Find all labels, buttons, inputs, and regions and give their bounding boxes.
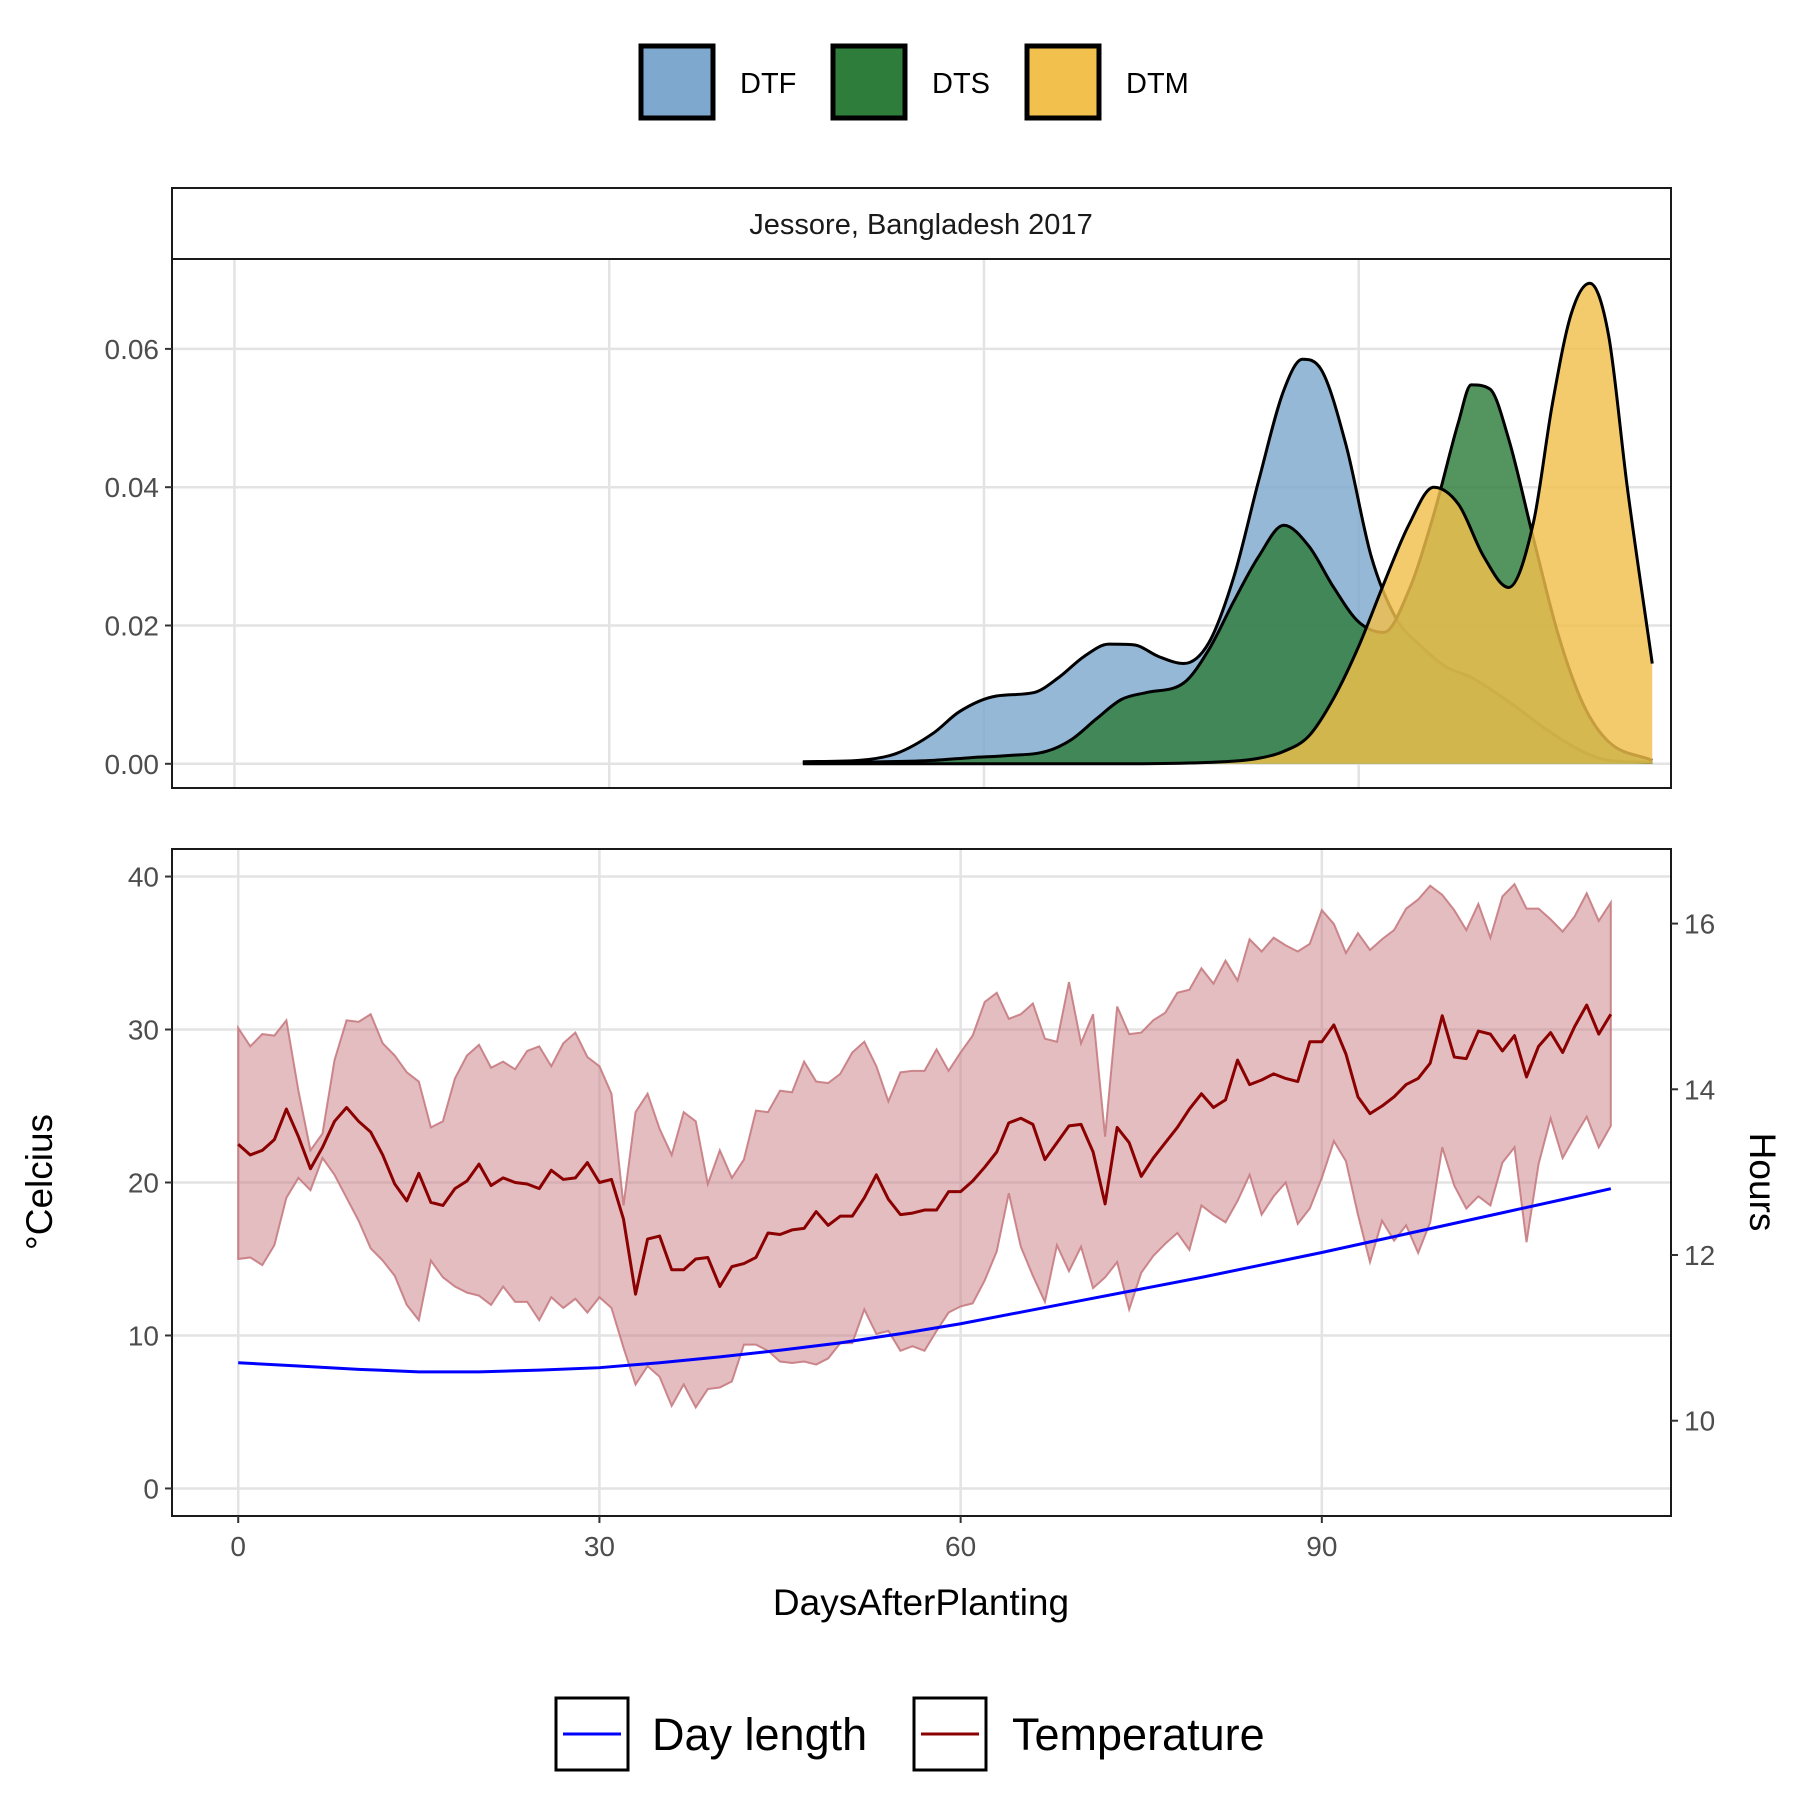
weather-x-ticks: 0 30 60 90 [230,1516,1337,1562]
weather-y2-tick-label: 14 [1684,1074,1715,1105]
legend-top: DTF DTS DTM [638,43,1189,121]
density-area-dtm [802,283,1653,764]
legend-label-dtf: DTF [740,68,796,100]
density-areas [802,281,1654,766]
weather-x-tick-label: 90 [1306,1531,1337,1562]
legend-label-dtm: DTM [1126,68,1189,100]
y2-axis-title: Hours [1742,1133,1783,1232]
facet-strip-label: Jessore, Bangladesh 2017 [749,209,1092,241]
weather-y2-ticks: 10 12 14 16 [1671,909,1715,1437]
density-outline-dtm [802,281,1654,766]
density-panel-border [171,258,1672,789]
weather-y-tick-label: 20 [128,1168,159,1199]
legend-bottom: Day length Temperature [554,1696,1265,1772]
density-y-ticks: 0.00 0.02 0.04 0.06 [105,334,172,780]
legend-label: Temperature [1012,1709,1265,1760]
weather-x-tick-label: 0 [230,1531,246,1562]
weather-y2-tick-label: 10 [1684,1406,1715,1437]
weather-y-tick-label: 30 [128,1015,159,1046]
weather-panel: 0 10 20 30 40 10 12 14 16 0 30 60 90 DaysAfterPlan… [19,848,1783,1623]
legend-key-dtm [1024,43,1102,121]
weather-x-tick-label: 60 [945,1531,976,1562]
density-y-tick-label: 0.06 [105,334,160,365]
weather-y-ticks: 0 10 20 30 40 [128,862,172,1504]
legend-key-dts [830,43,908,121]
weather-x-tick-label: 30 [584,1531,615,1562]
density-panel: Jessore, Bangladesh 2017 0.000.020.040.0… [105,187,1672,789]
legend-key-dtf [638,43,716,121]
weather-y2-tick-label: 12 [1684,1240,1715,1271]
density-y-tick-label: 0.04 [105,472,160,503]
x-axis-title: DaysAfterPlanting [773,1582,1069,1623]
weather-y-tick-label: 10 [128,1320,159,1351]
weather-y-tick-label: 40 [128,862,159,893]
legend-label-dts: DTS [932,68,990,100]
legend-label: Day length [652,1709,867,1760]
facet-strip [171,187,1672,260]
weather-y2-tick-label: 16 [1684,909,1715,940]
temperature-range-ribbon [237,882,1612,1410]
density-y-tick-label: 0.00 [105,749,160,780]
density-y-tick-label: 0.02 [105,610,160,641]
y-axis-title: °Celcius [19,1114,60,1250]
weather-series [237,882,1613,1410]
temperature-line [237,1003,1613,1296]
day-length-line [238,1187,1612,1374]
density-outline-dts [802,383,1653,764]
weather-y-tick-label: 0 [143,1473,159,1504]
